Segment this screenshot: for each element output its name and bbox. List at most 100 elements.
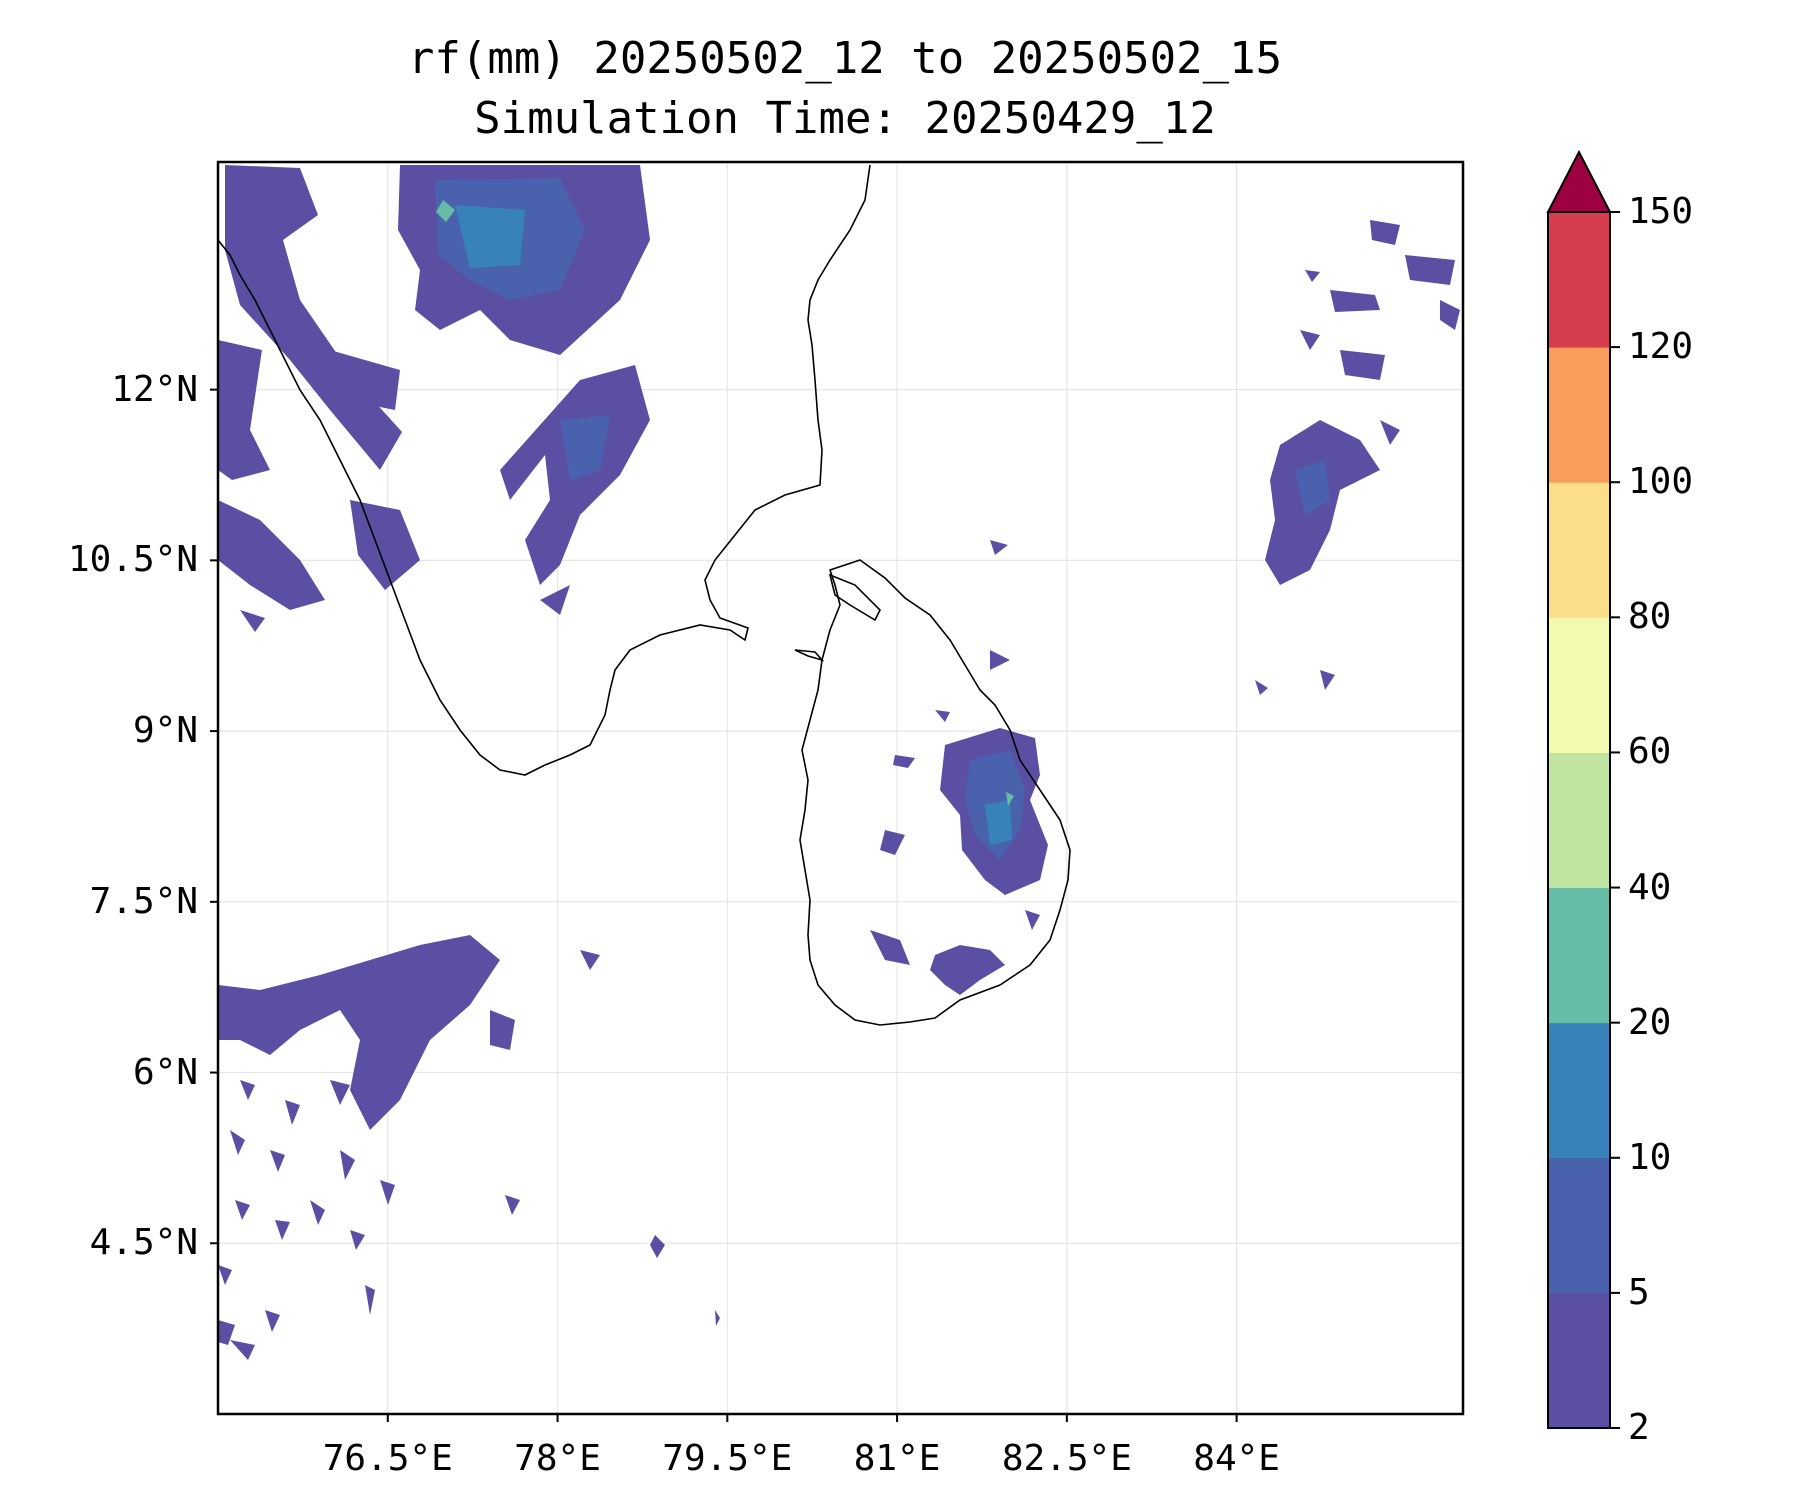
mannar-island <box>794 649 825 662</box>
rain-patch <box>930 945 1005 995</box>
rain-patch <box>540 585 570 615</box>
colorbar-segment <box>1548 482 1610 618</box>
rain-patch <box>985 800 1012 845</box>
rain-patch <box>935 710 950 722</box>
colorbar-tick-label: 5 <box>1628 1271 1650 1313</box>
rain-patch <box>436 200 455 222</box>
rainfall-contours <box>218 165 1460 1360</box>
lon-tick-label: 76.5°E <box>322 1438 453 1479</box>
rain-patch <box>560 415 610 480</box>
colorbar-segment <box>1548 887 1610 1024</box>
rain-patch <box>240 610 265 632</box>
rain-patch <box>1305 270 1320 282</box>
rain-patch <box>990 540 1008 555</box>
lat-tick-label: 12°N <box>111 368 198 410</box>
rain-patch <box>1340 350 1385 380</box>
colorbar-tick-label: 60 <box>1628 731 1672 773</box>
rain-patch <box>265 1310 280 1332</box>
jaffna-lagoon <box>828 573 881 622</box>
coastline <box>218 164 1071 1026</box>
rain-patch <box>218 340 270 480</box>
lat-tick-label: 10.5°N <box>67 539 198 581</box>
grid-lines <box>218 162 1463 1414</box>
rain-patch <box>218 935 500 1130</box>
rain-patch <box>218 500 325 610</box>
rain-patch <box>1440 300 1460 330</box>
rain-patch <box>218 1320 235 1345</box>
map-title: rf(mm) 20250502_12 to 20250502_15 <box>407 33 1283 84</box>
lon-tick-label: 78°E <box>514 1438 601 1479</box>
axis-ticks <box>210 388 1238 1422</box>
rain-patch <box>1380 420 1400 445</box>
colorbar-segment <box>1548 1157 1610 1294</box>
colorbar-tick-label: 120 <box>1628 326 1694 368</box>
rain-patch <box>330 1080 350 1105</box>
colorbar-segment <box>1548 617 1610 753</box>
rain-patch <box>330 350 400 410</box>
colorbar-extend-arrow <box>1546 149 1612 213</box>
rain-patch <box>870 930 910 965</box>
rain-patch <box>455 205 525 268</box>
colorbar-outline <box>1547 211 1611 1429</box>
rain-patch <box>490 1010 515 1050</box>
rain-patch <box>270 1150 285 1172</box>
rain-patch <box>1320 670 1335 690</box>
rain-patch <box>350 500 420 590</box>
colorbar <box>1546 149 1620 1429</box>
rain-patch <box>365 1285 375 1315</box>
map-subtitle: Simulation Time: 20250429_12 <box>474 93 1216 144</box>
rain-patch <box>230 1340 255 1360</box>
lon-tick-label: 79.5°E <box>662 1438 793 1479</box>
colorbar-tick-label: 40 <box>1628 866 1672 908</box>
lat-tick-label: 4.5°N <box>89 1222 198 1264</box>
lon-tick-label: 82.5°E <box>1001 1438 1132 1479</box>
rain-patch <box>380 1180 395 1205</box>
rain-patch <box>990 650 1010 670</box>
colorbar-segment <box>1548 347 1610 483</box>
rain-patch <box>1025 910 1040 930</box>
rain-patch <box>1006 792 1014 806</box>
colorbar-segment <box>1548 212 1610 348</box>
colorbar-segment <box>1548 1022 1610 1159</box>
rain-patch <box>1405 255 1455 285</box>
rain-patch <box>880 830 905 855</box>
rain-patch <box>275 1220 290 1240</box>
rain-patch <box>650 1235 665 1258</box>
rain-patch <box>1370 220 1400 245</box>
rain-patch <box>505 1195 520 1215</box>
lon-tick-label: 84°E <box>1193 1438 1280 1479</box>
rain-patch <box>715 1310 720 1326</box>
rain-patch <box>350 1230 365 1250</box>
sri-lanka-coastline <box>799 559 1071 1026</box>
colorbar-tick-label: 80 <box>1628 596 1672 638</box>
rain-patch <box>235 1200 250 1220</box>
colorbar-segment <box>1548 1292 1610 1429</box>
lon-tick-label: 81°E <box>853 1438 941 1479</box>
colorbar-tick-label: 20 <box>1628 1001 1672 1043</box>
colorbar-segment <box>1548 752 1610 889</box>
rain-patch <box>1295 460 1330 515</box>
rain-patch <box>1330 290 1380 312</box>
india-coastline <box>218 164 871 776</box>
rain-patch <box>230 1130 245 1155</box>
colorbar-tick-label: 100 <box>1628 461 1694 503</box>
rain-patch <box>1255 680 1268 695</box>
rain-patch <box>1300 330 1320 350</box>
rain-patch <box>218 1265 232 1285</box>
rain-patch <box>893 755 915 768</box>
rain-patch <box>240 1080 255 1100</box>
rain-patch <box>340 1150 355 1180</box>
colorbar-tick-label: 2 <box>1628 1407 1650 1448</box>
rain-patch <box>285 1100 300 1125</box>
rain-patch <box>390 1070 405 1090</box>
lat-tick-label: 6°N <box>132 1051 198 1093</box>
rain-patch <box>225 165 402 470</box>
map-frame <box>216 160 1465 1416</box>
colorbar-tick-label: 10 <box>1628 1136 1672 1178</box>
rain-patch <box>310 1200 325 1225</box>
lat-tick-label: 9°N <box>132 710 198 752</box>
lat-tick-label: 7.5°N <box>89 880 198 922</box>
rain-patch <box>580 950 600 970</box>
